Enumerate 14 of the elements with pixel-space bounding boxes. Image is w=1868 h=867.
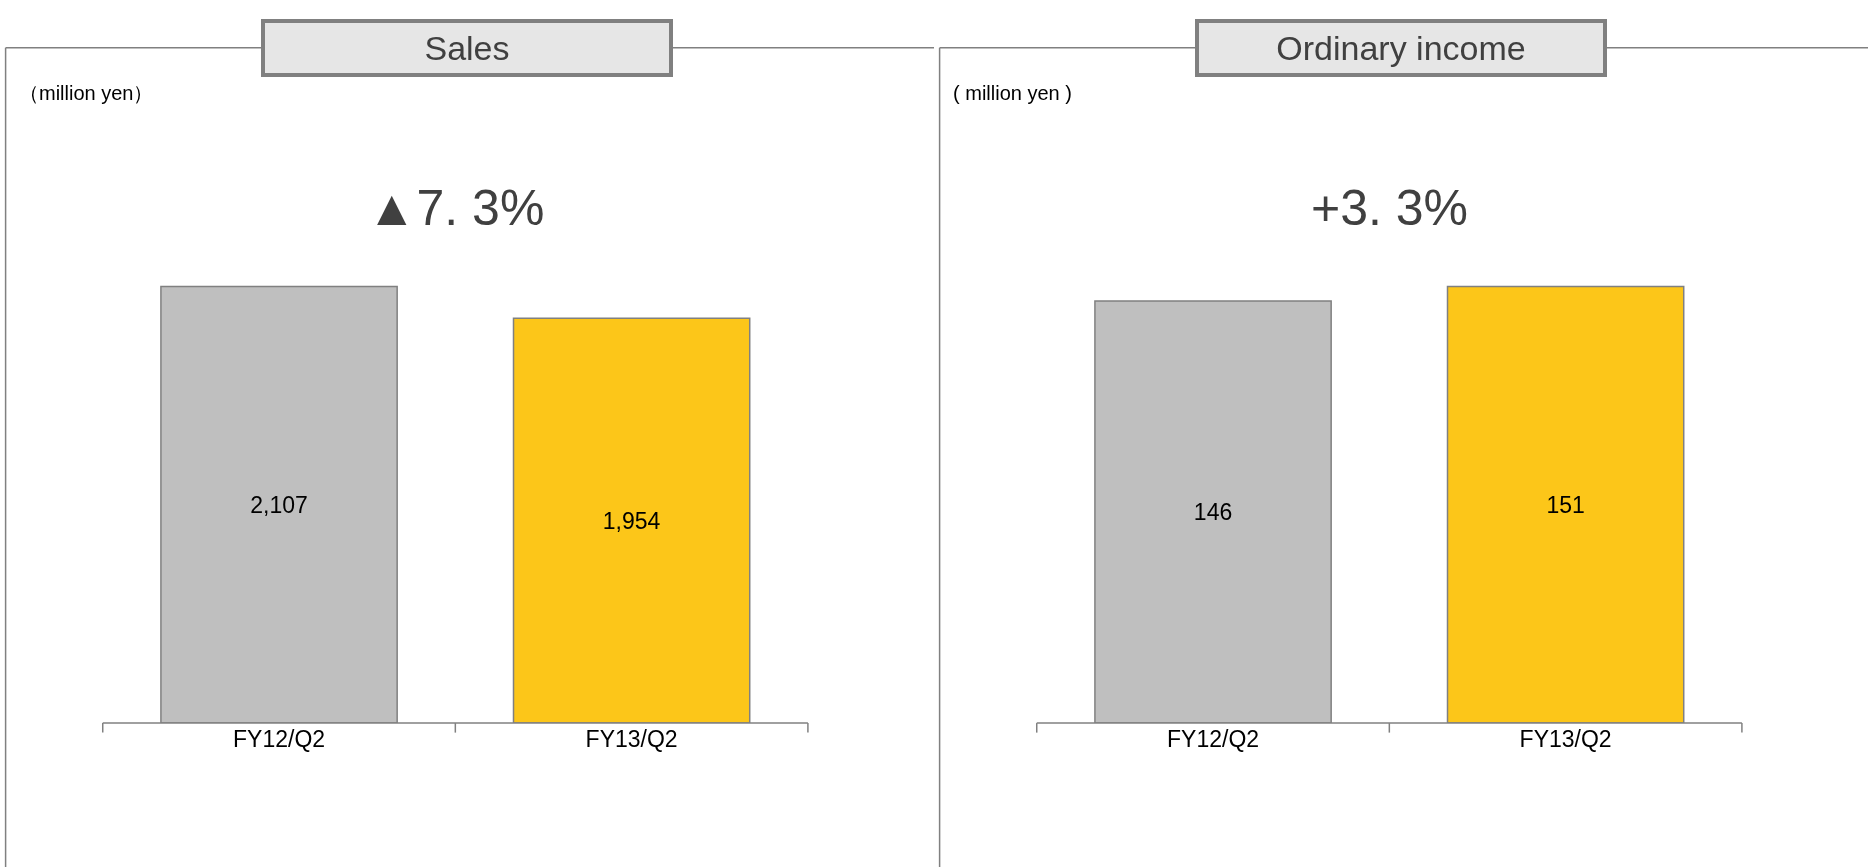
text: +3. 3% [1311, 180, 1469, 236]
x-tick-label: FY12/Q2 [233, 726, 326, 753]
text: （million yen） [19, 82, 154, 104]
data-label: 146 [1193, 498, 1233, 525]
x-tick-label: FY13/Q2 [1519, 726, 1612, 753]
x-tick-label: FY12/Q2 [1167, 726, 1260, 753]
text: ▲7. 3% [367, 180, 545, 236]
data-label: 2,107 [250, 491, 308, 518]
data-label: 1,954 [602, 507, 661, 534]
chart-title: Sales [424, 29, 510, 67]
data-label: 151 [1546, 491, 1585, 518]
chart-title: Ordinary income [1276, 29, 1526, 67]
x-tick-label: FY13/Q2 [585, 726, 678, 753]
text: ( million yen ) [953, 82, 1072, 104]
